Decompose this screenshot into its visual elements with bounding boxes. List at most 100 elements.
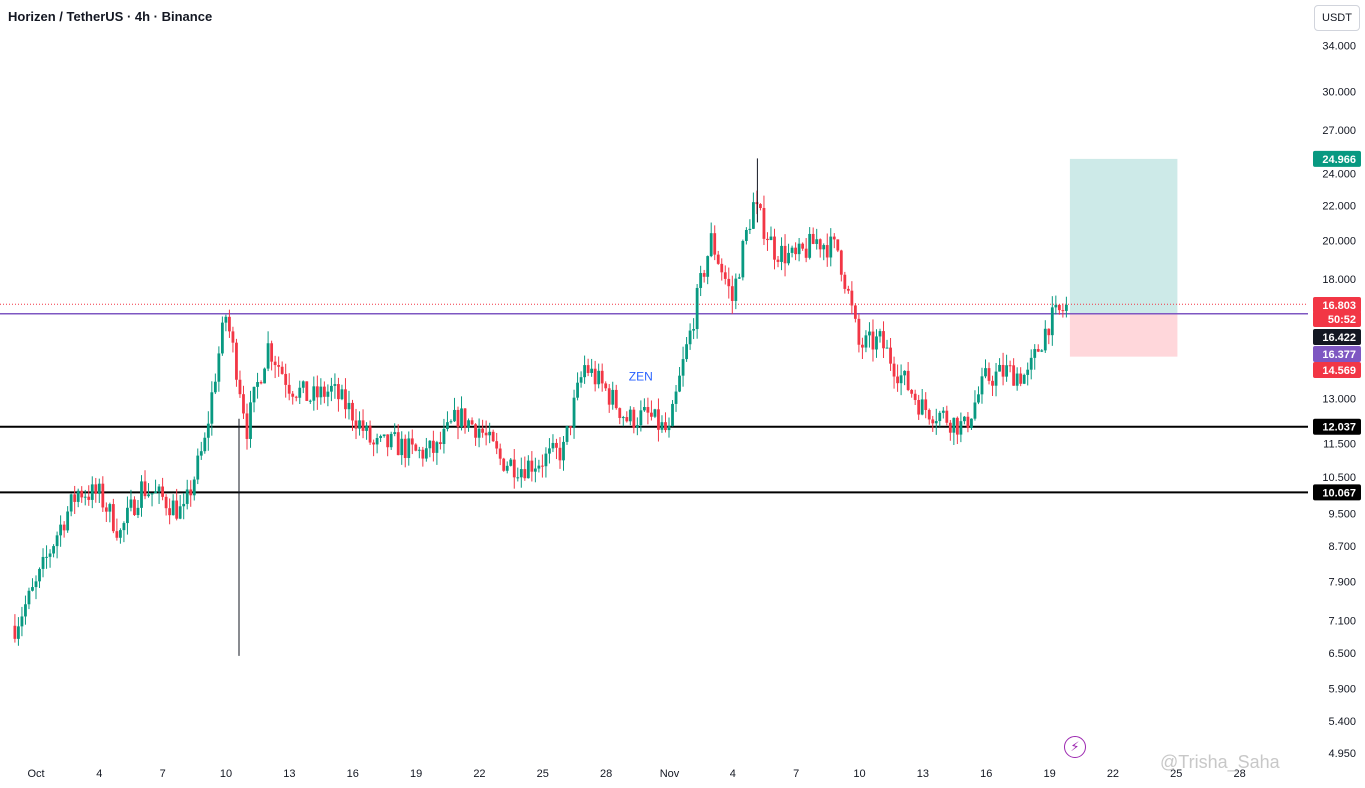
candle-body [238, 379, 242, 395]
candle-body [228, 316, 231, 332]
candle-body [1057, 304, 1061, 311]
candle-body [839, 250, 843, 275]
candle-body [143, 481, 147, 497]
candle-body [439, 442, 442, 445]
candle-body [516, 477, 520, 479]
candle-body [530, 460, 534, 472]
candle-body [748, 228, 752, 231]
candle-body [970, 418, 973, 429]
x-tick-label: 13 [283, 768, 295, 780]
candle-body [548, 448, 551, 454]
candle-body [783, 245, 787, 264]
candle-body [1005, 365, 1008, 377]
x-tick-label: 22 [473, 768, 485, 780]
x-tick-label: Oct [27, 768, 44, 780]
candle-body [899, 375, 903, 384]
candle-body [621, 417, 625, 419]
candle-body [892, 363, 896, 377]
candle-body [716, 254, 720, 264]
candle-body [80, 490, 84, 498]
price-tag [1313, 150, 1361, 167]
candle-body [319, 386, 323, 398]
candle-body [797, 243, 801, 255]
x-tick-label: 4 [730, 768, 736, 780]
x-tick-label: 10 [853, 768, 865, 780]
candle-body [509, 459, 513, 466]
candle-body [90, 484, 94, 500]
candle-body [1008, 365, 1012, 367]
candle-body [533, 468, 537, 472]
candle-body [966, 416, 970, 429]
candle-body [1036, 349, 1040, 352]
candle-body [836, 239, 840, 251]
candle-body [298, 387, 302, 398]
candle-body [1019, 373, 1023, 384]
candle-body [878, 331, 882, 337]
candle-body [1043, 328, 1047, 351]
candle-body [182, 503, 186, 507]
candle-body [955, 417, 959, 435]
candle-body [122, 523, 126, 531]
candle-body [301, 381, 305, 388]
candle-body [804, 248, 808, 258]
candle-body [660, 422, 664, 430]
candle-body [604, 383, 608, 389]
horizontal-levels[interactable] [0, 303, 1308, 494]
candle-body [991, 380, 994, 386]
x-tick-label: 4 [96, 768, 102, 780]
candles [13, 158, 1068, 656]
candle-body [896, 376, 899, 384]
annotations: ZEN [629, 370, 653, 384]
price-tag [1313, 418, 1361, 435]
x-tick-label: 10 [220, 768, 232, 780]
lightning-bolt-icon[interactable]: ⚡ [1064, 736, 1086, 758]
candle-body [386, 434, 390, 448]
candle-body [1054, 304, 1058, 308]
y-tick-label: 6.500 [1328, 648, 1356, 660]
x-tick-label: 7 [793, 768, 799, 780]
candle-body [13, 625, 17, 639]
candle-body [868, 331, 871, 336]
candle-body [583, 365, 586, 378]
position-tool[interactable] [1069, 158, 1178, 357]
candle-body [259, 382, 263, 384]
candle-body [358, 420, 361, 429]
candle-body [759, 204, 762, 209]
candle-body [864, 335, 868, 348]
candle-body [62, 524, 66, 531]
currency-button[interactable]: USDT [1314, 5, 1360, 31]
candle-body [446, 422, 449, 429]
candle-body [168, 508, 172, 516]
candle-body [695, 287, 699, 330]
candle-body [671, 403, 674, 427]
candle-body [505, 465, 509, 471]
candle-body [245, 413, 249, 439]
candle-body [456, 409, 460, 427]
candle-body [780, 245, 783, 262]
price-axis[interactable]: 34.000 30.000 27.000 24.000 22.000 20.000 18.0… [1322, 41, 1356, 761]
author-watermark: @Trisha_Saha [1160, 752, 1280, 772]
candle-body [906, 370, 910, 390]
time-axis[interactable]: Oct 4 7 10 13 16 19 22 25 28 Nov 4 7 10 13 16 19 22 25 28 [27, 768, 1245, 780]
candle-body [706, 256, 710, 277]
y-tick-label: 4.950 [1328, 748, 1356, 760]
candle-body [104, 507, 108, 512]
candle-body [97, 483, 101, 494]
candle-body [653, 409, 657, 417]
candle-body [196, 455, 200, 480]
candle-body [1061, 310, 1065, 312]
y-tick-label: 7.900 [1328, 576, 1356, 588]
candle-body [252, 386, 256, 403]
candle-body [111, 504, 115, 532]
candle-body [727, 278, 731, 287]
candle-body [481, 428, 485, 433]
stop-zone[interactable] [1069, 313, 1178, 357]
candle-body [678, 375, 681, 392]
price-tag-label: 24.966 [1322, 154, 1356, 166]
x-tick-label: 28 [1234, 768, 1246, 780]
candle-body [832, 236, 836, 240]
candle-body [140, 481, 143, 508]
annotation-label[interactable]: ZEN [629, 370, 653, 384]
target-zone[interactable] [1069, 158, 1178, 314]
